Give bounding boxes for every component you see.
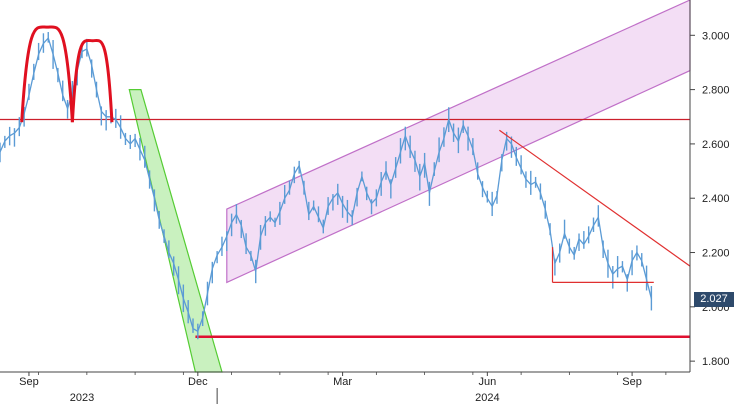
- y-tick-label: 2.800: [702, 85, 730, 97]
- year-label: 2023: [70, 392, 94, 404]
- last-value-label: 2.027: [694, 291, 734, 307]
- x-tick-label: Jun: [478, 376, 496, 388]
- x-tick-label: Sep: [19, 376, 39, 388]
- triangle-top-line: [499, 129, 691, 267]
- y-tick-label: 3.000: [702, 30, 730, 42]
- x-tick-label: Sep: [622, 376, 642, 388]
- head-shoulders-arc: [20, 25, 74, 123]
- y-tick-label: 2.600: [702, 139, 730, 151]
- y-tick-label: 2.400: [702, 193, 730, 205]
- y-tick-label: 2.200: [702, 248, 730, 260]
- y-tick-label: 1.800: [702, 356, 730, 368]
- x-tick-label: Dec: [188, 376, 208, 388]
- down-channel: [128, 88, 223, 373]
- x-tick-label: Mar: [333, 376, 352, 388]
- head-shoulders-arc: [70, 38, 114, 123]
- year-label: 2024: [475, 392, 499, 404]
- price-series-line: [0, 37, 653, 332]
